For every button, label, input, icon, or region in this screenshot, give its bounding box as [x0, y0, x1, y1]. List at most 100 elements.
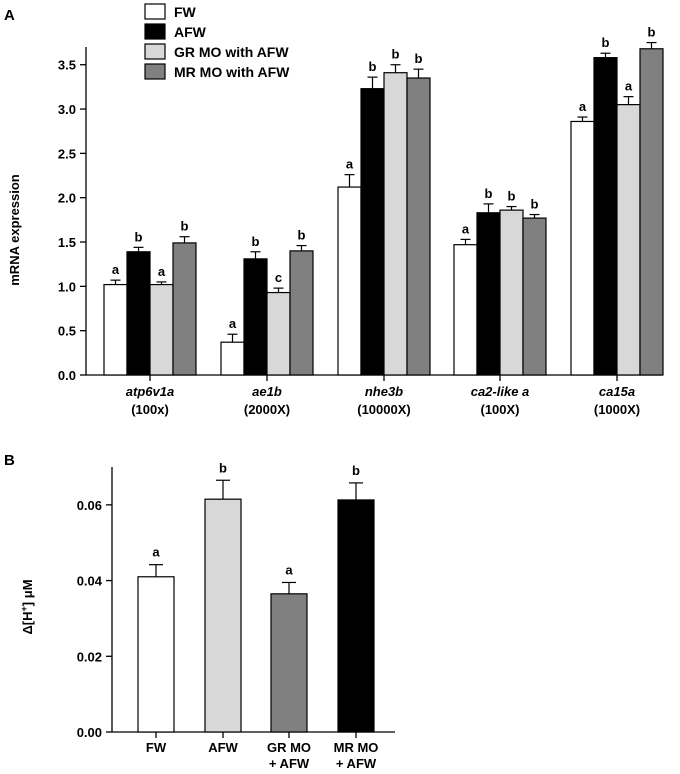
- bar: [616, 104, 641, 376]
- category-scale: (10000X): [357, 402, 410, 417]
- y-tick-label: 2.5: [58, 146, 76, 161]
- panel-a-label: A: [4, 7, 15, 24]
- y-tick-label: 0.06: [77, 498, 102, 513]
- bar: [172, 242, 197, 376]
- bar: [266, 291, 291, 376]
- category-scale: (1000X): [594, 402, 640, 417]
- y-axis-title-b-sup: +: [19, 606, 29, 611]
- significance-letter: a: [229, 316, 237, 331]
- significance-letter: a: [285, 562, 293, 577]
- category-scale: (100x): [131, 402, 169, 417]
- significance-letter: b: [298, 228, 306, 243]
- significance-letter: b: [219, 460, 227, 475]
- category-scale: (2000X): [244, 402, 290, 417]
- y-tick-label: 1.5: [58, 235, 76, 250]
- legend-swatch: [144, 43, 166, 60]
- bar: [522, 217, 547, 376]
- bar: [570, 120, 595, 376]
- category-scale: (100X): [480, 402, 519, 417]
- significance-letter: a: [462, 221, 470, 236]
- bar: [593, 57, 618, 376]
- significance-letter: b: [252, 234, 260, 249]
- bar: [476, 212, 501, 376]
- bar: [499, 209, 524, 376]
- category-name: ca2-like a: [471, 384, 530, 399]
- significance-letter: b: [352, 463, 360, 478]
- y-tick-label: 1.0: [58, 279, 76, 294]
- legend-label: GR MO with AFW: [174, 44, 289, 60]
- bar: [137, 576, 175, 733]
- legend-swatch: [144, 63, 166, 80]
- bar: [149, 283, 174, 376]
- y-axis-title-b-suffix: ] μM: [20, 579, 35, 606]
- significance-letter: b: [531, 197, 539, 212]
- panel-b-label: B: [4, 452, 15, 469]
- bar: [639, 48, 664, 376]
- category-label: MR MO: [334, 740, 379, 755]
- category-label-line2: + AFW: [336, 756, 377, 771]
- significance-letter: b: [415, 51, 423, 66]
- bar: [126, 251, 151, 376]
- significance-letter: c: [275, 270, 282, 285]
- y-tick-label: 2.0: [58, 191, 76, 206]
- category-label: FW: [146, 740, 167, 755]
- category-name: nhe3b: [365, 384, 403, 399]
- bar: [243, 258, 268, 376]
- legend-swatch: [144, 3, 166, 20]
- significance-letter: a: [158, 264, 166, 279]
- y-tick-label: 0.5: [58, 324, 76, 339]
- significance-letter: b: [602, 35, 610, 50]
- y-axis-title-b-prefix: Δ[H: [20, 611, 35, 634]
- bar: [360, 88, 385, 376]
- category-name: ae1b: [252, 384, 282, 399]
- significance-letter: b: [135, 229, 143, 244]
- y-tick-label: 0.02: [77, 649, 102, 664]
- bar: [337, 186, 362, 376]
- bar: [204, 498, 242, 733]
- bars-b: a b a b: [137, 460, 375, 733]
- x-axis-labels: atp6v1a (100x) ae1b (2000X) nhe3b (10000X) ca2…: [126, 375, 640, 417]
- bar: [406, 77, 431, 376]
- y-axis-b: 0.00 0.02 0.04 0.06: [77, 467, 395, 740]
- y-tick-label: 0.0: [58, 368, 76, 383]
- y-axis-title: mRNA expression: [7, 174, 22, 286]
- bar: [103, 283, 128, 376]
- bar: [270, 593, 308, 733]
- y-tick-label: 0.00: [77, 725, 102, 740]
- y-tick-label: 3.0: [58, 102, 76, 117]
- bar: [453, 244, 478, 376]
- significance-letter: a: [346, 157, 354, 172]
- significance-letter: b: [181, 219, 189, 234]
- bar: [383, 72, 408, 376]
- significance-letter: a: [625, 79, 633, 94]
- legend-label: FW: [174, 4, 197, 20]
- category-name: atp6v1a: [126, 384, 174, 399]
- panel-a: A FW AFW GR MO with AFW MR MO with AFW mRNA…: [4, 3, 664, 417]
- category-label-line2: + AFW: [269, 756, 310, 771]
- bar: [220, 341, 245, 376]
- significance-letter: b: [648, 25, 656, 40]
- category-label: AFW: [208, 740, 238, 755]
- legend-swatch: [144, 23, 166, 40]
- significance-letter: b: [508, 189, 516, 204]
- significance-letter: a: [112, 262, 120, 277]
- significance-letter: a: [579, 99, 587, 114]
- category-name: ca15a: [599, 384, 635, 399]
- panel-b: B Δ[H+] μM 0.00 0.02 0.04 0.06 a b a b FW AFW GR…: [4, 452, 395, 771]
- legend: FW AFW GR MO with AFW MR MO with AFW: [144, 3, 290, 80]
- legend-label: MR MO with AFW: [174, 64, 290, 80]
- significance-letter: b: [369, 59, 377, 74]
- y-axis-title-b: Δ[H+] μM: [19, 579, 35, 634]
- y-tick-label: 3.5: [58, 58, 76, 73]
- bar: [289, 250, 314, 376]
- category-label: GR MO: [267, 740, 311, 755]
- significance-letter: a: [152, 545, 160, 560]
- bar: [337, 499, 375, 733]
- significance-letter: b: [485, 186, 493, 201]
- significance-letter: b: [392, 47, 400, 62]
- y-tick-label: 0.04: [77, 574, 103, 589]
- legend-label: AFW: [174, 24, 207, 40]
